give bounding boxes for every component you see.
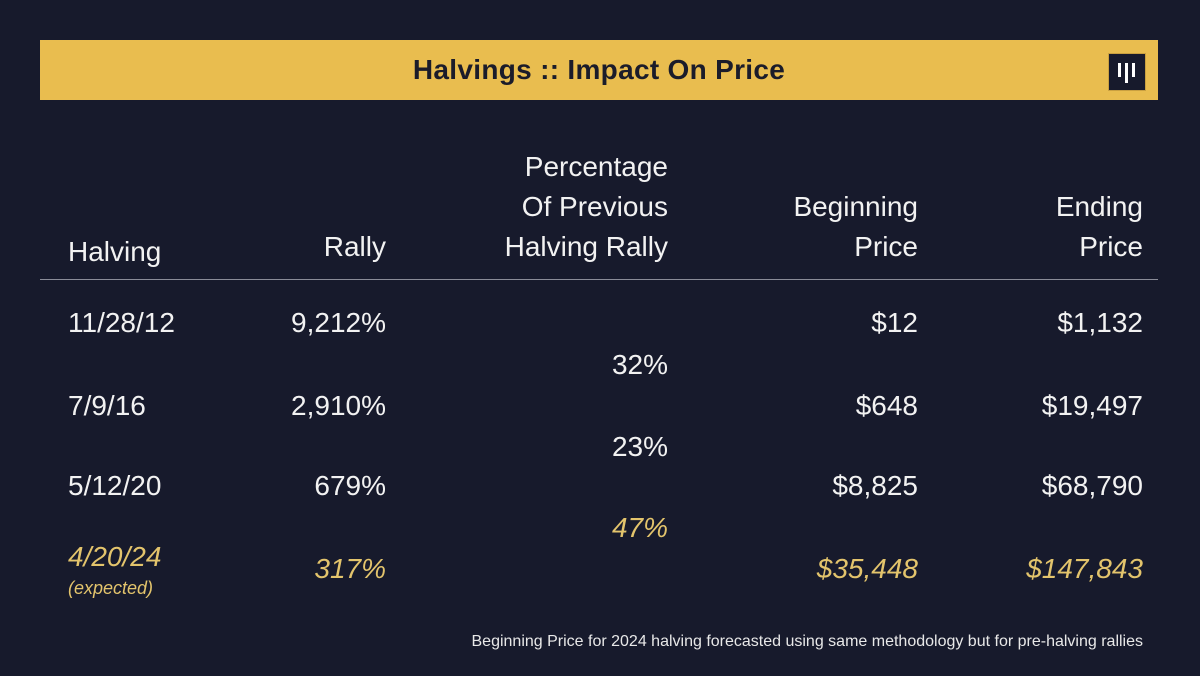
cell-halving: 11/28/12	[68, 307, 175, 338]
header-rally: Rally	[323, 231, 386, 262]
header-pct-line1: Percentage	[524, 151, 668, 182]
cell-end-price-forecast: $147,843	[1026, 553, 1143, 584]
cell-halving-forecast: 4/20/24	[68, 541, 162, 572]
page-title: Halvings :: Impact On Price	[412, 54, 786, 85]
title-banner: Halvings :: Impact On Price	[40, 40, 1158, 100]
cell-end-price: $19,497	[1041, 390, 1143, 421]
cell-pct-previous-forecast: 47%	[611, 512, 668, 543]
cell-rally: 2,910%	[291, 390, 386, 421]
header-end-line2: Price	[1079, 231, 1143, 262]
cell-begin-price: $12	[871, 307, 918, 338]
header-begin-line2: Price	[854, 231, 918, 262]
cell-end-price: $68,790	[1041, 470, 1143, 501]
cell-halving: 5/12/20	[68, 470, 162, 501]
header-pct-line3: Halving Rally	[504, 231, 668, 262]
footnote: Beginning Price for 2024 halving forecas…	[471, 633, 1144, 650]
cell-end-price: $1,132	[1057, 307, 1143, 338]
cell-begin-price-forecast: $35,448	[816, 553, 918, 584]
header-divider	[40, 279, 1158, 280]
cell-rally: 679%	[314, 470, 386, 501]
cell-begin-price: $648	[855, 390, 918, 421]
pantera-logo-icon	[1108, 53, 1146, 91]
cell-rally-forecast: 317%	[314, 553, 386, 584]
cell-pct-previous: 23%	[611, 431, 668, 462]
cell-pct-previous: 32%	[611, 349, 668, 380]
cell-halving: 7/9/16	[68, 390, 146, 421]
header-begin-line1: Beginning	[793, 191, 918, 222]
cell-begin-price: $8,825	[832, 470, 918, 501]
cell-rally: 9,212%	[291, 307, 386, 338]
header-end-line1: Ending	[1055, 191, 1143, 222]
cell-expected-note: (expected)	[68, 578, 154, 598]
header-pct-line2: Of Previous	[521, 191, 668, 222]
header-halving: Halving	[68, 236, 162, 267]
